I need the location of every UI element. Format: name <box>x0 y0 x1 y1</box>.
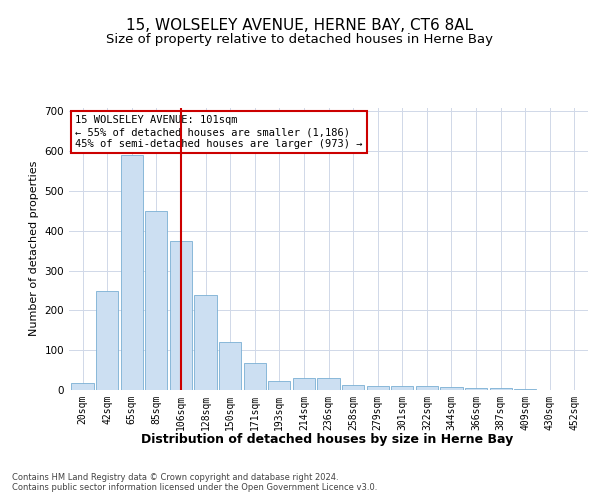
Text: 15 WOLSELEY AVENUE: 101sqm
← 55% of detached houses are smaller (1,186)
45% of s: 15 WOLSELEY AVENUE: 101sqm ← 55% of deta… <box>75 116 362 148</box>
Text: Size of property relative to detached houses in Herne Bay: Size of property relative to detached ho… <box>107 32 493 46</box>
Bar <box>145 211 167 390</box>
Bar <box>367 386 389 390</box>
Text: 15, WOLSELEY AVENUE, HERNE BAY, CT6 8AL: 15, WOLSELEY AVENUE, HERNE BAY, CT6 8AL <box>127 18 473 32</box>
Bar <box>317 378 340 390</box>
Bar <box>268 381 290 390</box>
Bar <box>71 383 94 390</box>
Bar <box>391 386 413 390</box>
Text: Distribution of detached houses by size in Herne Bay: Distribution of detached houses by size … <box>141 432 513 446</box>
Bar <box>490 388 512 390</box>
Bar <box>416 386 438 390</box>
Bar <box>121 155 143 390</box>
Bar <box>96 292 118 390</box>
Bar <box>514 389 536 390</box>
Bar <box>244 364 266 390</box>
Bar <box>170 241 192 390</box>
Bar <box>465 388 487 390</box>
Bar <box>440 387 463 390</box>
Text: Contains HM Land Registry data © Crown copyright and database right 2024.
Contai: Contains HM Land Registry data © Crown c… <box>12 472 377 492</box>
Bar <box>194 296 217 390</box>
Bar <box>342 385 364 390</box>
Bar <box>219 342 241 390</box>
Y-axis label: Number of detached properties: Number of detached properties <box>29 161 39 336</box>
Bar <box>293 378 315 390</box>
